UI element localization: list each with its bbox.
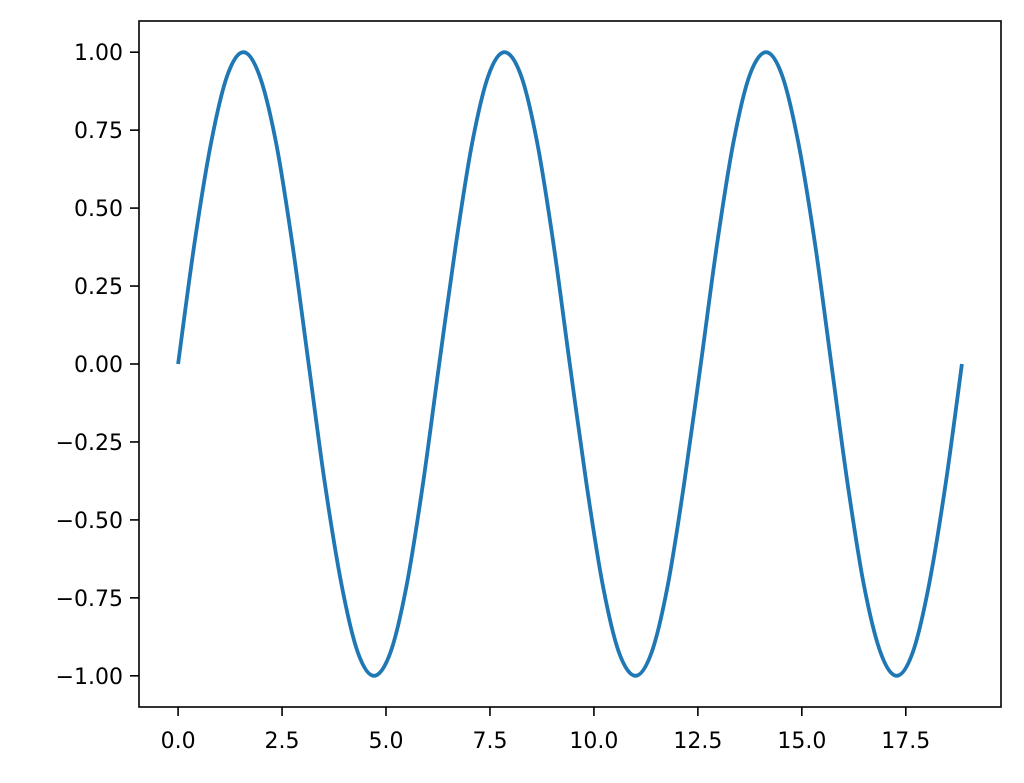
x-tick-label: 15.0 <box>777 729 826 754</box>
y-tick-label: −0.25 <box>56 431 123 456</box>
y-tick-label: 1.00 <box>74 41 123 66</box>
series-layer <box>176 50 964 678</box>
y-tick-label: 0.50 <box>74 197 123 222</box>
x-tick-label: 12.5 <box>673 729 722 754</box>
y-tick-label: −0.75 <box>56 587 123 612</box>
y-tick-label: −1.00 <box>56 665 123 690</box>
x-tick-label: 17.5 <box>881 729 930 754</box>
x-tick-label: 7.5 <box>472 729 507 754</box>
x-tick-label: 10.0 <box>569 729 618 754</box>
plot-frame <box>138 20 1002 708</box>
x-tick-label: 2.5 <box>265 729 300 754</box>
y-tick-label: −0.50 <box>56 509 123 534</box>
y-tick-label: 0.25 <box>74 275 123 300</box>
x-axis: 0.0 2.5 5.0 7.5 10.0 12.5 15.0 17.5 <box>161 707 930 754</box>
y-axis: 1.00 0.75 0.50 0.25 0.00 −0.25 −0.50 −0.75 −1.00 <box>56 41 139 690</box>
series-line-0 <box>176 50 964 678</box>
x-tick-label: 0.0 <box>161 729 196 754</box>
y-tick-label: 0.00 <box>74 353 123 378</box>
x-tick-label: 5.0 <box>368 729 403 754</box>
y-tick-label: 0.75 <box>74 119 123 144</box>
